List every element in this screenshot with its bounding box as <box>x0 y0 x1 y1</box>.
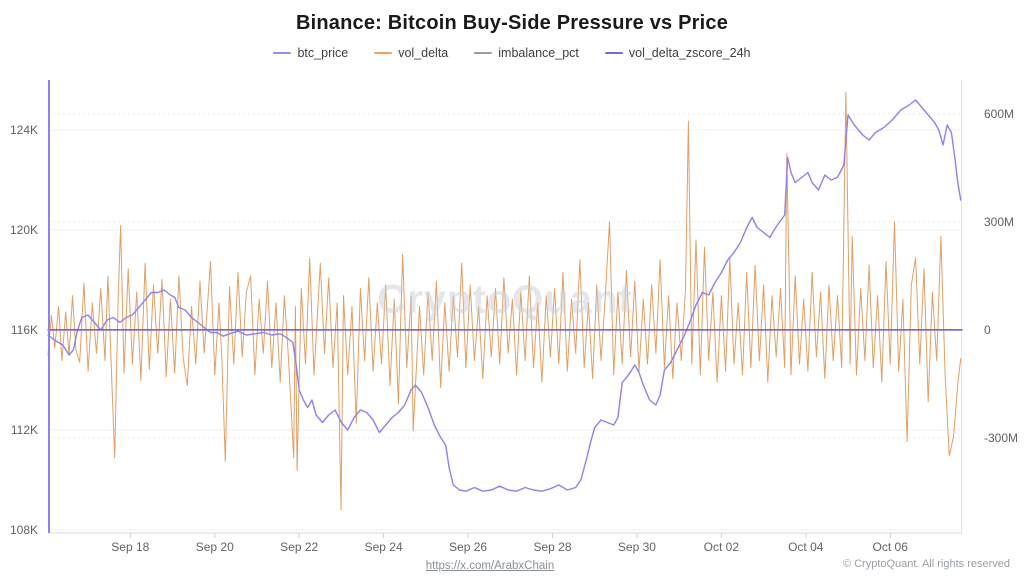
series-vol_delta <box>47 91 962 511</box>
y-left-tick-label: 116K <box>10 323 38 337</box>
legend-label: vol_delta_zscore_24h <box>628 46 751 60</box>
footer-link-wrap: https://x.com/ArabxChain <box>0 556 980 574</box>
legend-label: btc_price <box>297 46 349 60</box>
legend-item-btc_price[interactable]: btc_price <box>273 46 348 60</box>
y-right-tick-label: 300M <box>984 214 1015 229</box>
y-right-tick-label: 0 <box>984 322 991 337</box>
x-tick-label: Sep 22 <box>280 540 319 554</box>
y-left-tick-label: 108K <box>9 523 38 537</box>
series-btc_price <box>47 99 962 492</box>
chart-canvas <box>47 80 963 538</box>
legend-swatch <box>604 51 623 55</box>
legend-swatch <box>273 51 292 55</box>
x-tick-label: Sep 24 <box>364 540 403 554</box>
chart-title: Binance: Bitcoin Buy-Side Pressure vs Pr… <box>295 12 729 34</box>
y-right-tick-label: -300M <box>984 430 1019 445</box>
x-tick-label: Sep 26 <box>449 540 488 554</box>
legend-swatch <box>474 51 493 55</box>
y-left-tick-label: 120K <box>9 223 38 237</box>
legend-item-vol_delta[interactable]: vol_delta <box>374 46 448 60</box>
x-tick-label: Oct 02 <box>703 540 740 554</box>
x-tick-label: Sep 20 <box>195 540 234 554</box>
y-left-tick-label: 124K <box>9 123 38 137</box>
x-tick-label: Oct 04 <box>788 540 824 554</box>
legend-label: imbalance_pct <box>498 46 579 60</box>
x-tick-label: Oct 06 <box>872 540 908 554</box>
author-link[interactable]: https://x.com/ArabxChain <box>425 560 555 572</box>
legend-item-vol_delta_zscore_24h[interactable]: vol_delta_zscore_24h <box>604 46 751 60</box>
x-tick-label: Sep 30 <box>617 540 656 554</box>
legend-item-imbalance_pct[interactable]: imbalance_pct <box>474 46 579 60</box>
chart-plot-area <box>47 80 963 540</box>
copyright-text: © CryptoQuant. All rights reserved <box>842 558 1010 570</box>
legend-label: vol_delta <box>398 46 449 60</box>
x-tick-label: Sep 18 <box>111 540 150 554</box>
y-right-tick-label: 600M <box>984 106 1015 121</box>
legend: btc_price vol_delta imbalance_pct vol_delta… <box>0 46 1024 60</box>
x-tick-label: Sep 28 <box>533 540 572 554</box>
legend-swatch <box>374 51 393 55</box>
y-left-tick-label: 112K <box>10 423 38 437</box>
